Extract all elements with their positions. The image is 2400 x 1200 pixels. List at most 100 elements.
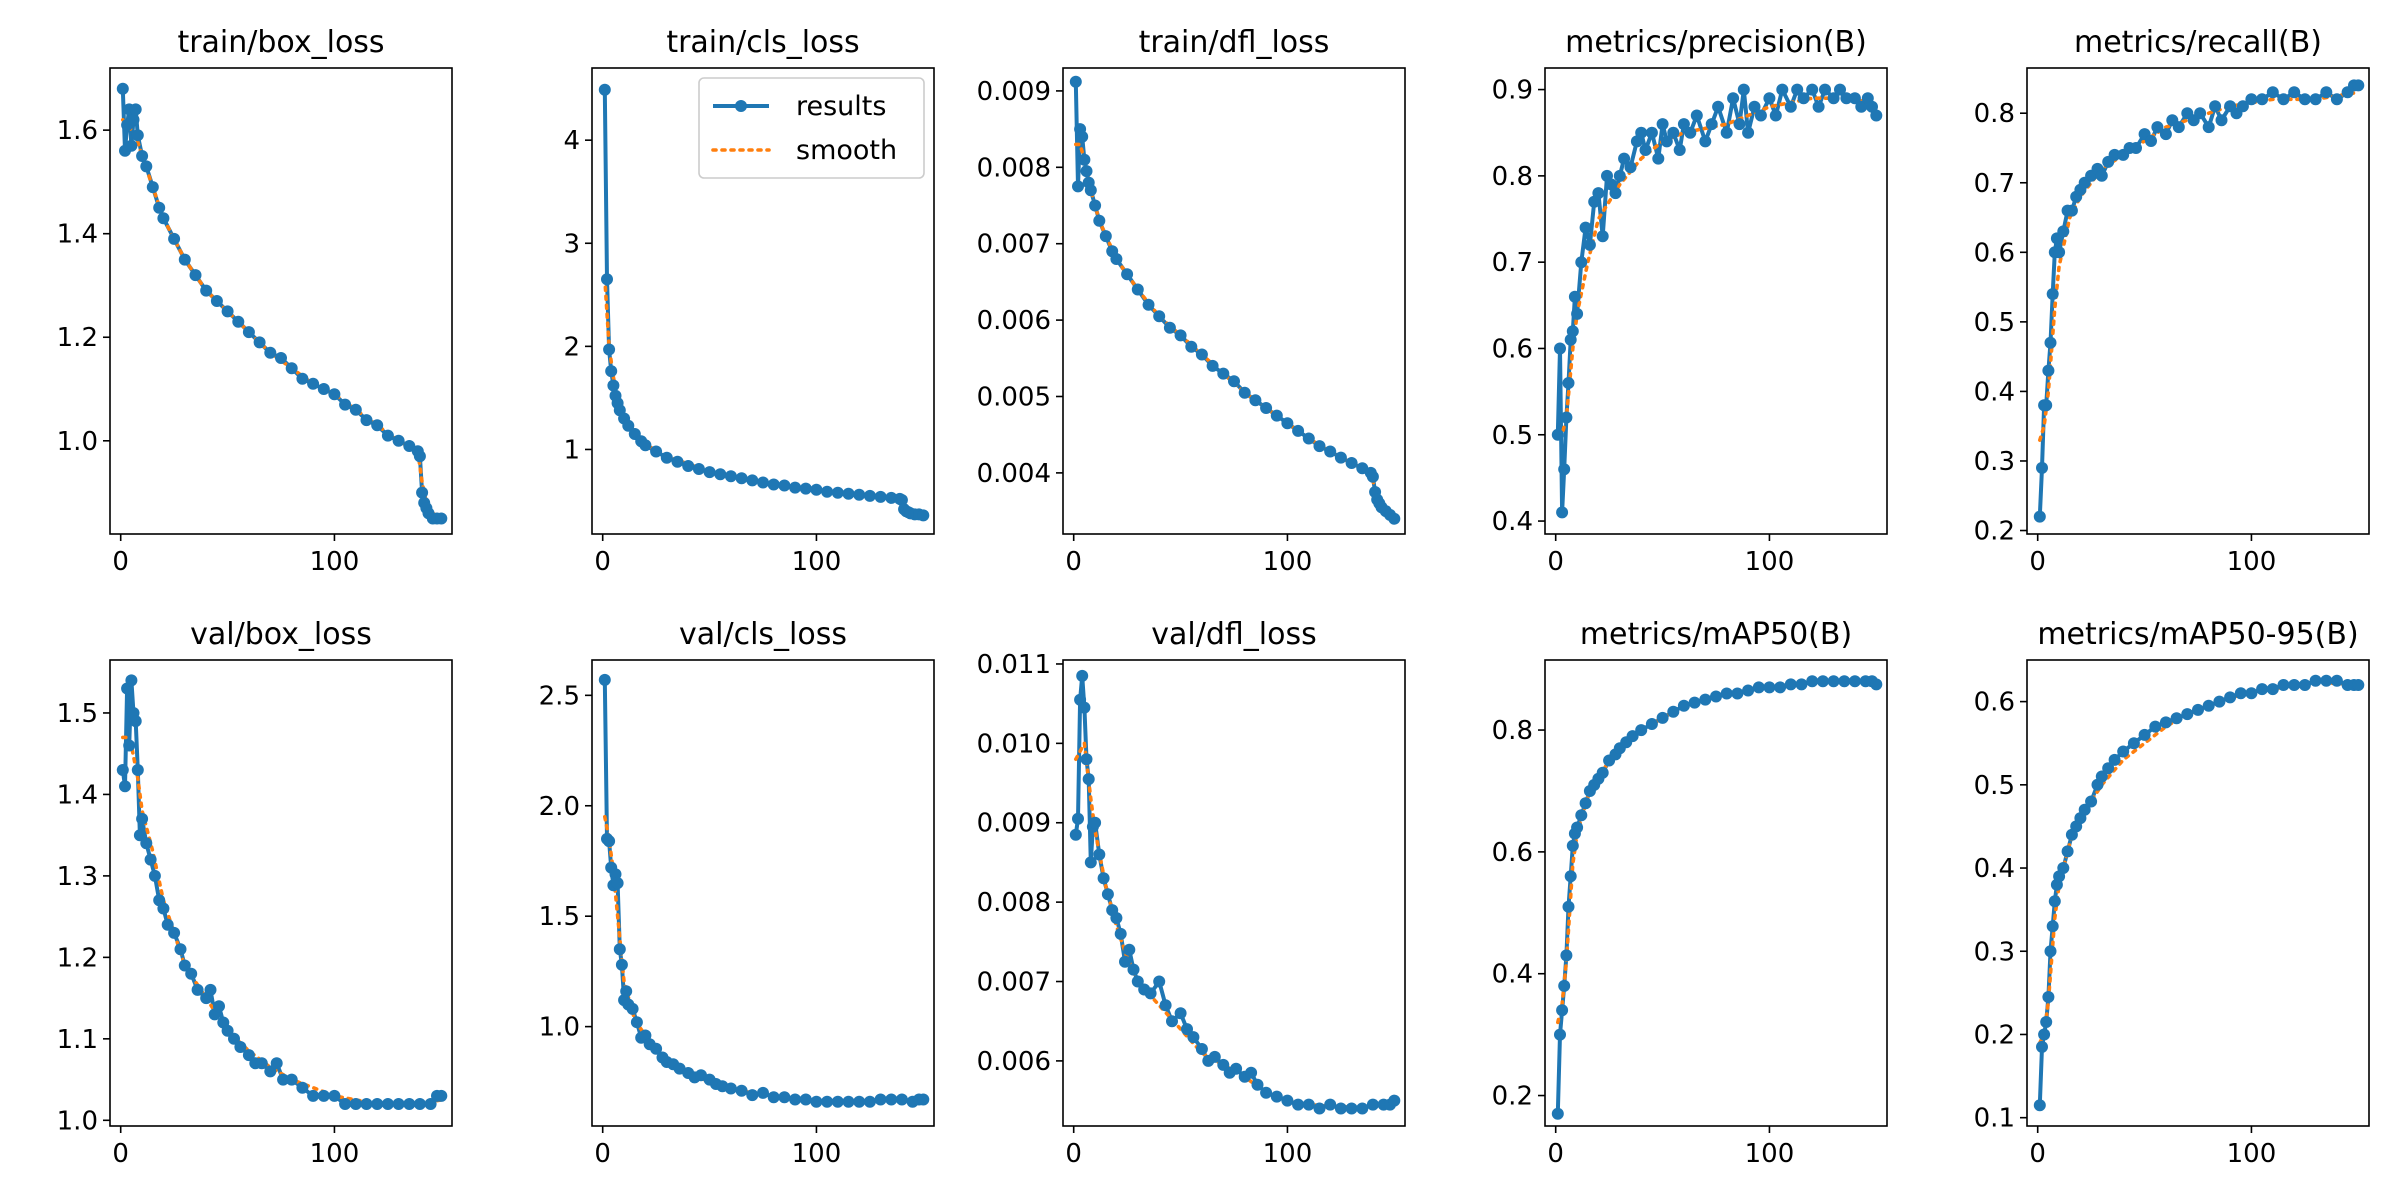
y-tick-label: 0.2: [1492, 1082, 1533, 1112]
results-point: [2033, 510, 2046, 523]
results-point: [2065, 204, 2078, 217]
results-point: [2042, 991, 2055, 1003]
results-point: [2245, 93, 2258, 106]
results-point: [146, 181, 159, 194]
results-point: [1579, 797, 1592, 810]
results-point: [317, 383, 330, 395]
x-tick-label: 0: [1065, 547, 1082, 577]
results-point: [129, 715, 142, 728]
results-point: [349, 403, 362, 416]
results-point: [874, 1093, 887, 1106]
results-point: [895, 494, 908, 506]
results-point: [2151, 121, 2164, 134]
results-point: [714, 468, 727, 481]
plot-area: [598, 83, 930, 522]
results-point: [1082, 773, 1095, 786]
results-point: [789, 1093, 802, 1106]
smooth-line: [1556, 679, 1879, 1025]
results-point: [1797, 92, 1810, 105]
results-point: [1769, 109, 1782, 122]
results-point: [2215, 114, 2228, 127]
results-point: [1551, 428, 1564, 441]
results-point: [1571, 821, 1584, 834]
results-point: [1562, 900, 1575, 913]
y-tick-label: 0.004: [977, 459, 1051, 489]
panel-val-box-loss: val/box_loss 0 100 1.0 1.1 1.2 1.3 1.4 1.5: [57, 617, 453, 1169]
results-point: [1870, 109, 1883, 122]
results-point: [168, 232, 181, 245]
results-point: [853, 488, 866, 501]
results-point: [1618, 152, 1631, 165]
results-point: [778, 1091, 791, 1104]
x-tick-label: 100: [310, 1139, 360, 1169]
results-point: [2149, 720, 2162, 733]
results-point: [1181, 1023, 1193, 1036]
results-point: [1084, 184, 1097, 197]
results-point: [1688, 696, 1701, 709]
results-point: [1551, 1107, 1564, 1120]
results-point: [2117, 745, 2130, 758]
results-point: [2108, 148, 2121, 161]
results-point: [1656, 118, 1669, 131]
panel-train-cls-loss: train/cls_loss 0 100 1 2 3 4 results smooth: [563, 25, 935, 577]
results-point: [1566, 839, 1579, 852]
axes-frame: [591, 67, 935, 535]
results-point: [874, 490, 887, 503]
y-tick-label: 0.8: [1492, 162, 1533, 192]
results-point: [1613, 169, 1626, 182]
results-point: [136, 812, 149, 825]
results-point: [2038, 1028, 2051, 1041]
results-point: [296, 1081, 309, 1094]
results-point: [2288, 86, 2301, 99]
results-point: [1076, 130, 1089, 143]
results-point: [2181, 708, 2194, 721]
results-point: [2209, 100, 2222, 113]
results-point: [1752, 681, 1765, 694]
results-point: [622, 419, 635, 432]
results-point: [735, 1084, 748, 1097]
results-point: [2061, 845, 2074, 858]
results-point: [810, 483, 823, 496]
results-point: [1324, 445, 1337, 458]
results-point: [682, 460, 695, 472]
results-point: [2040, 1016, 2053, 1028]
results-point: [1571, 307, 1584, 320]
results-point: [1292, 424, 1305, 437]
results-point: [1712, 100, 1725, 113]
results-point: [611, 877, 624, 890]
panel-metrics-precision-b: metrics/precision(B) 0 100 0.4 0.5 0.6 0.7 0.8 0…: [1492, 25, 1888, 577]
results-point: [1564, 870, 1577, 883]
results-point: [148, 869, 161, 882]
axes-frame: [1062, 67, 1406, 535]
plot-area: [1069, 75, 1401, 525]
results-point: [1163, 321, 1176, 334]
y-tick-label: 1.5: [57, 699, 98, 729]
panel-title: metrics/recall(B): [2074, 25, 2322, 60]
x-tick-label: 0: [2029, 1139, 2046, 1169]
results-point: [2288, 679, 2301, 691]
results-point: [2102, 762, 2115, 775]
smooth-line: [2038, 90, 2361, 442]
results-point: [1366, 470, 1379, 483]
axes-frame: [109, 659, 453, 1127]
results-point: [1144, 987, 1157, 1000]
results-point: [1174, 1007, 1187, 1020]
results-point: [2036, 1040, 2048, 1053]
results-point: [1206, 359, 1219, 372]
results-point: [360, 414, 373, 427]
results-point: [1742, 126, 1755, 139]
results-point: [2044, 336, 2057, 349]
results-point: [1592, 187, 1605, 200]
y-tick-label: 0.4: [1492, 960, 1533, 990]
results-point: [1870, 678, 1883, 691]
results-line: [602, 679, 924, 1104]
results-point: [1624, 161, 1637, 174]
y-tick-label: 1.4: [57, 780, 98, 810]
results-point: [125, 139, 138, 152]
results-point: [1345, 457, 1358, 469]
results-point: [1748, 100, 1761, 113]
results-point: [1656, 711, 1669, 724]
results-point: [1684, 126, 1697, 139]
results-point: [168, 926, 181, 939]
results-point: [296, 372, 309, 385]
